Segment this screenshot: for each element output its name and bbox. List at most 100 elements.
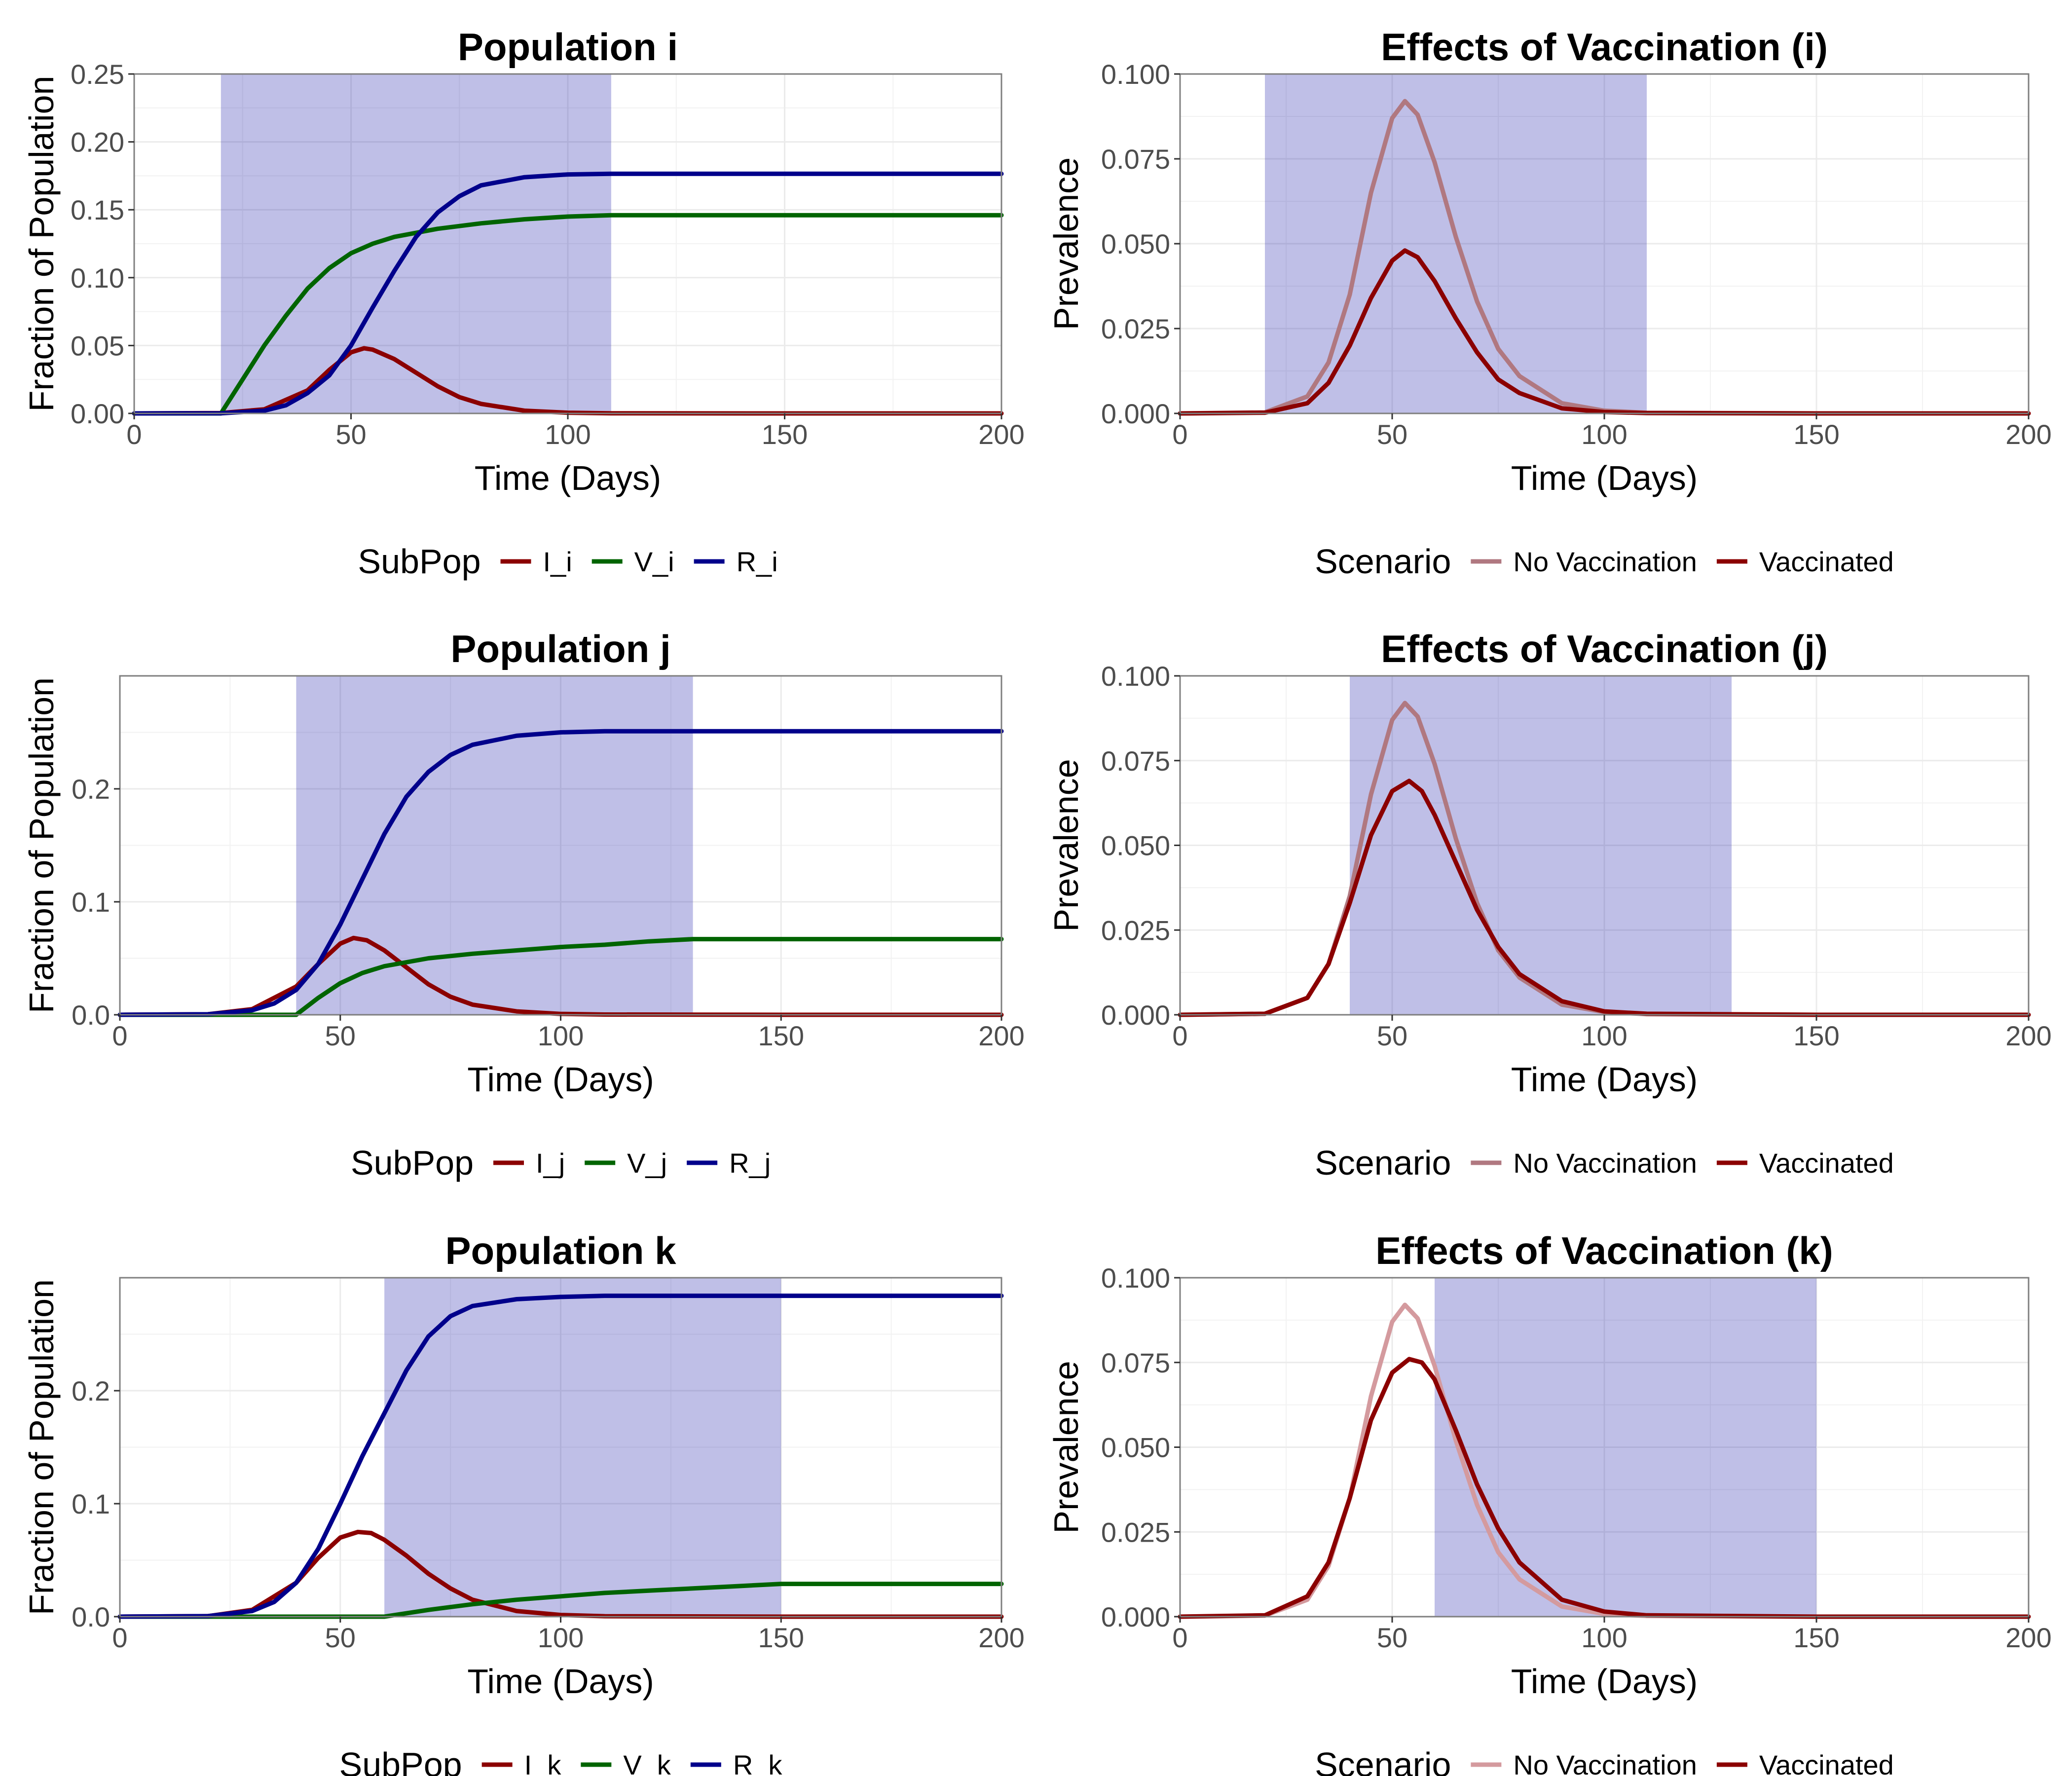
y-tick-label: 0.075 bbox=[1101, 144, 1170, 175]
chart-title: Effects of Vaccination (k) bbox=[1375, 1229, 1833, 1272]
legend-label: V_j bbox=[627, 1147, 667, 1179]
legend: Scenario No Vaccination Vaccinated bbox=[1315, 1144, 1894, 1182]
y-tick-label: 0.1 bbox=[72, 887, 110, 918]
x-axis-title: Time (Days) bbox=[475, 459, 662, 497]
x-tick-label: 150 bbox=[1793, 1622, 1839, 1653]
legend-label: Vaccinated bbox=[1759, 546, 1894, 577]
vaccination-window bbox=[221, 74, 611, 413]
y-tick-label: 0.100 bbox=[1101, 59, 1170, 90]
x-tick-label: 150 bbox=[1793, 419, 1839, 450]
y-tick-label: 0.050 bbox=[1101, 1432, 1170, 1463]
x-tick-label: 0 bbox=[1172, 419, 1187, 450]
legend-label: V_k bbox=[623, 1749, 671, 1776]
y-axis-title: Fraction of Population bbox=[22, 1279, 61, 1615]
y-tick-label: 0.25 bbox=[71, 59, 124, 90]
series-line-vaccinated bbox=[1178, 248, 2031, 416]
series-line-v_j bbox=[117, 937, 1004, 1017]
x-tick-label: 0 bbox=[1172, 1020, 1187, 1051]
vaccination-window bbox=[1350, 676, 1732, 1015]
legend-title: SubPop bbox=[339, 1745, 462, 1776]
y-tick-label: 0.000 bbox=[1101, 999, 1170, 1031]
chart-panel-3: 0 50 100 150 200 0.0 0.1 0.2 Population j Time (D… bbox=[22, 627, 1025, 1182]
x-tick-label: 200 bbox=[2005, 1622, 2051, 1653]
y-tick-label: 0.0 bbox=[72, 1601, 110, 1632]
y-tick-label: 0.025 bbox=[1101, 313, 1170, 344]
legend: SubPop I_k V_k R_k bbox=[339, 1745, 783, 1776]
x-tick-label: 200 bbox=[2005, 419, 2051, 450]
y-tick-label: 0.000 bbox=[1101, 1601, 1170, 1632]
x-tick-label: 200 bbox=[978, 1020, 1024, 1051]
x-axis-title: Time (Days) bbox=[467, 1060, 654, 1099]
y-tick-label: 0.20 bbox=[71, 127, 124, 158]
legend-label: I_j bbox=[536, 1147, 565, 1179]
y-tick-label: 0.2 bbox=[72, 1375, 110, 1406]
chart-title: Population j bbox=[450, 627, 670, 670]
series-line-vaccinated bbox=[1178, 1357, 2031, 1619]
x-tick-label: 100 bbox=[538, 1020, 584, 1051]
x-tick-label: 150 bbox=[758, 1020, 804, 1051]
vaccination-window bbox=[296, 676, 693, 1015]
x-tick-label: 100 bbox=[538, 1622, 584, 1653]
x-tick-label: 50 bbox=[1377, 419, 1407, 450]
x-tick-label: 100 bbox=[1581, 1622, 1627, 1653]
series-line-vaccinated bbox=[1178, 778, 2031, 1017]
legend-label: R_j bbox=[729, 1147, 771, 1179]
legend-label: R_i bbox=[737, 546, 778, 577]
y-tick-label: 0.025 bbox=[1101, 915, 1170, 946]
chart-title: Effects of Vaccination (j) bbox=[1381, 627, 1828, 670]
x-tick-label: 100 bbox=[1581, 419, 1627, 450]
series-line-r_i bbox=[132, 171, 1004, 416]
series-line-v_k bbox=[117, 1582, 1004, 1619]
legend-label: No Vaccination bbox=[1513, 546, 1697, 577]
y-tick-label: 0.100 bbox=[1101, 1262, 1170, 1294]
legend-label: V_i bbox=[634, 546, 674, 577]
series-line-r_k bbox=[117, 1294, 1004, 1619]
y-tick-label: 0.0 bbox=[72, 999, 110, 1031]
y-tick-label: 0.15 bbox=[71, 194, 124, 225]
legend-label: I_i bbox=[543, 546, 572, 577]
x-axis-title: Time (Days) bbox=[1511, 1662, 1698, 1701]
x-tick-label: 150 bbox=[762, 419, 808, 450]
x-tick-label: 50 bbox=[325, 1020, 356, 1051]
legend-title: SubPop bbox=[358, 542, 481, 581]
y-axis-title: Prevalence bbox=[1047, 1361, 1085, 1533]
x-tick-label: 100 bbox=[545, 419, 591, 450]
x-tick-label: 0 bbox=[126, 419, 142, 450]
legend-title: SubPop bbox=[351, 1144, 474, 1182]
legend-label: R_k bbox=[733, 1749, 783, 1776]
x-tick-label: 50 bbox=[335, 419, 366, 450]
y-axis-title: Prevalence bbox=[1047, 759, 1085, 931]
x-tick-label: 200 bbox=[978, 419, 1024, 450]
x-tick-label: 200 bbox=[978, 1622, 1024, 1653]
chart-title: Population k bbox=[445, 1229, 677, 1272]
x-axis-title: Time (Days) bbox=[467, 1662, 654, 1701]
legend-label: Vaccinated bbox=[1759, 1749, 1894, 1776]
chart-panel-1: 0 50 100 150 200 0.00 0.05 0.10 0.15 0.20 0.25 Popu… bbox=[22, 25, 1025, 581]
x-tick-label: 50 bbox=[1377, 1020, 1407, 1051]
y-axis-title: Fraction of Population bbox=[22, 76, 61, 412]
y-tick-label: 0.2 bbox=[72, 774, 110, 805]
x-tick-label: 0 bbox=[112, 1020, 127, 1051]
y-tick-label: 0.1 bbox=[72, 1488, 110, 1519]
series-line-v_i bbox=[132, 213, 1004, 416]
legend-title: Scenario bbox=[1315, 1144, 1451, 1182]
series-line-i_j bbox=[117, 935, 1004, 1017]
legend-title: Scenario bbox=[1315, 1745, 1451, 1776]
y-axis-title: Fraction of Population bbox=[22, 677, 61, 1013]
chart-panel-5: 0 50 100 150 200 0.0 0.1 0.2 Population k Time (D… bbox=[22, 1229, 1025, 1776]
legend-label: Vaccinated bbox=[1759, 1147, 1894, 1179]
legend: SubPop I_i V_i R_i bbox=[358, 542, 777, 581]
x-tick-label: 150 bbox=[758, 1622, 804, 1653]
y-tick-label: 0.075 bbox=[1101, 745, 1170, 777]
vaccination-window bbox=[1435, 1278, 1816, 1617]
x-tick-label: 200 bbox=[2005, 1020, 2051, 1051]
y-axis-title: Prevalence bbox=[1047, 157, 1085, 330]
y-tick-label: 0.050 bbox=[1101, 228, 1170, 259]
chart-title: Population i bbox=[458, 25, 678, 69]
y-tick-label: 0.000 bbox=[1101, 398, 1170, 429]
x-tick-label: 0 bbox=[1172, 1622, 1187, 1653]
x-tick-label: 100 bbox=[1581, 1020, 1627, 1051]
y-tick-label: 0.100 bbox=[1101, 661, 1170, 692]
legend-title: Scenario bbox=[1315, 542, 1451, 581]
